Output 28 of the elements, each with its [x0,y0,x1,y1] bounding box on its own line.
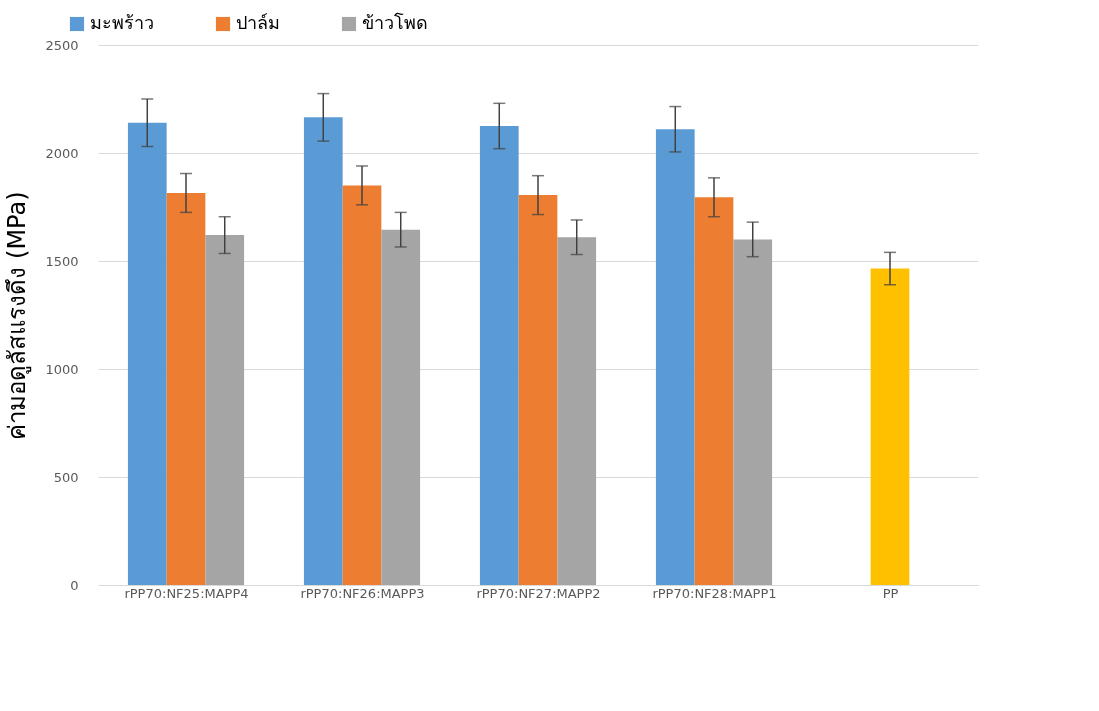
y-tick-label: 0 [70,577,79,593]
bar [342,185,382,585]
y-axis-title: ค่ามอดูลัสแรงดึง (MPa) [3,191,33,440]
bar [557,237,597,585]
x-tick-label: rPP70:NF25:MAPP4 [124,585,249,601]
x-tick-label: rPP70:NF28:MAPP1 [652,585,777,601]
bar [655,129,695,585]
x-tick-label: rPP70:NF26:MAPP3 [300,585,425,601]
bar [870,268,910,585]
y-tick-label: 1000 [45,361,79,377]
y-tick-label: 500 [53,469,79,485]
bar [303,117,343,585]
bar [479,126,519,585]
x-tick-label: PP [882,585,899,601]
bar [518,195,558,585]
legend-label: มะพร้าว [90,12,154,33]
legend-label: ปาล์ม [236,12,280,33]
bar [733,239,773,585]
bar [381,229,421,585]
x-tick-label: rPP70:NF27:MAPP2 [476,585,601,601]
y-tick-label: 2500 [45,37,79,53]
legend-label: ข้าวโพด [362,12,428,33]
y-tick-label: 2000 [45,145,79,161]
y-tick-label: 1500 [45,253,79,269]
bar [205,235,245,585]
bar [694,197,734,585]
bar [166,192,206,585]
bar [127,122,167,585]
